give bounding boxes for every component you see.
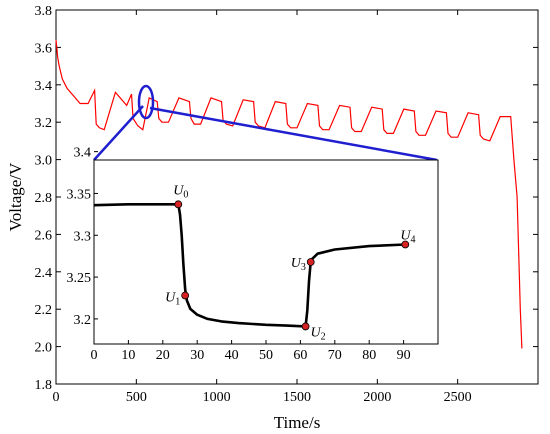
inset-x-tick-label: 10 (121, 348, 135, 363)
y-tick-label: 3.4 (35, 79, 53, 94)
inset-x-tick-label: 70 (328, 348, 342, 363)
inset-x-tick-label: 20 (156, 348, 170, 363)
inset-x-tick-label: 30 (190, 348, 204, 363)
y-tick-label: 2.0 (35, 341, 53, 356)
inset-y-tick-label: 3.3 (74, 229, 92, 244)
inset-x-tick-label: 90 (397, 348, 411, 363)
x-tick-label: 2500 (444, 390, 472, 405)
x-tick-label: 0 (53, 390, 60, 405)
inset-marker-u2 (301, 322, 310, 331)
y-tick-label: 3.0 (35, 154, 53, 169)
x-tick-label: 2000 (363, 390, 391, 405)
y-tick-label: 1.8 (35, 378, 53, 393)
x-tick-label: 1500 (283, 390, 311, 405)
inset-marker-u0 (174, 200, 183, 209)
x-axis-label: Time/s (274, 413, 321, 432)
main-ticks: 0 500 1000 1500 2000 25001.82.02.22.42.62.83.… (35, 4, 538, 405)
zoom-connector-left (93, 105, 144, 161)
main-series-line (55, 39, 523, 349)
inset-x-tick-label: 40 (225, 348, 239, 363)
x-tick-label: 500 (126, 390, 147, 405)
inset-x-tick-label: 50 (259, 348, 273, 363)
y-tick-label: 3.2 (35, 116, 53, 131)
inset-y-tick-label: 3.4 (74, 146, 92, 161)
inset-marker-u1 (181, 291, 190, 300)
y-tick-label: 2.4 (35, 266, 53, 281)
zoom-ellipse (137, 84, 155, 120)
inset-plot-frame (93, 159, 439, 345)
inset-y-tick-label: 3.35 (67, 187, 92, 202)
inset-marker-u3 (306, 258, 315, 266)
zoom-connector-right (149, 106, 438, 162)
y-tick-label: 3.8 (35, 4, 53, 19)
inset-y-tick-label: 3.25 (67, 271, 92, 286)
y-axis-label: Voltage/V (6, 162, 25, 231)
x-tick-label: 1000 (203, 390, 231, 405)
y-tick-label: 3.6 (35, 41, 53, 56)
inset-x-tick-label: 60 (293, 348, 307, 363)
inset-marker-u4 (401, 240, 410, 249)
inset-x-tick-label: 0 (91, 348, 98, 363)
y-tick-label: 2.2 (35, 303, 53, 318)
y-tick-label: 2.6 (35, 228, 53, 243)
inset-x-tick-label: 80 (362, 348, 376, 363)
inset-ticks: 0 10 20 30 40 50 60 70 80 90 3.2 3.25 3.3 3.35 3.4 (67, 146, 411, 363)
y-tick-label: 2.8 (35, 191, 53, 206)
inset-y-tick-label: 3.2 (74, 313, 92, 328)
